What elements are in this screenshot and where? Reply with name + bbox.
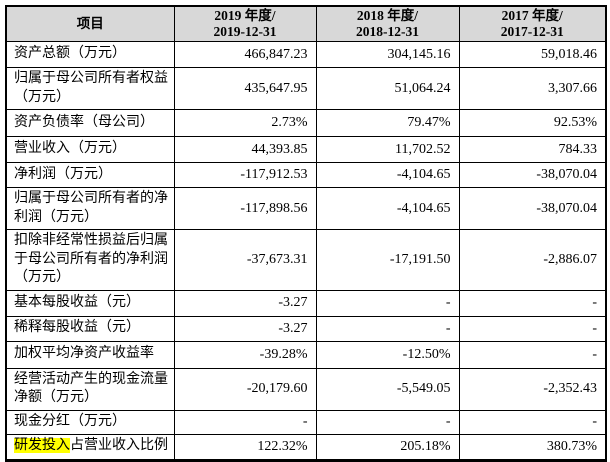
cell-value: - xyxy=(458,289,607,317)
row-label: 资产负债率（母公司） xyxy=(5,109,175,137)
header-period-2017-line2: 2017-12-31 xyxy=(500,24,564,39)
table-row: 基本每股收益（元） -3.27- - xyxy=(5,289,607,317)
header-period-2017: 2017 年度/ 2017-12-31 xyxy=(458,5,607,42)
cell-value: 466,847.23 xyxy=(173,41,317,68)
cell-value: -38,070.04 xyxy=(458,162,607,188)
label-text: 营业收入（万元） xyxy=(14,141,126,157)
label-text: 资产负债率（母公司） xyxy=(14,114,154,130)
cell-value: -117,912.53 xyxy=(173,162,317,188)
row-label: 归属于母公司所有者权益（万元） xyxy=(5,67,175,110)
cell-value: - xyxy=(173,409,317,435)
cell-value: -39.28% xyxy=(173,340,317,369)
header-period-2018: 2018 年度/ 2018-12-31 xyxy=(315,5,460,42)
highlighted-label-text: 研发投入 xyxy=(14,438,70,454)
label-text: 净利润（万元） xyxy=(14,166,112,182)
cell-value: -5,549.05 xyxy=(315,367,460,411)
cell-value: - xyxy=(458,315,607,342)
cell-value: 59,018.46 xyxy=(458,41,607,68)
cell-value: -4,104.65 xyxy=(315,162,460,188)
cell-value: 3,307.66 xyxy=(458,67,607,110)
cell-value: - xyxy=(315,289,460,317)
cell-value: 435,647.95 xyxy=(173,67,317,110)
cell-value: -38,070.04 xyxy=(458,187,607,230)
cell-value: -2,352.43 xyxy=(458,367,607,411)
label-text: 归属于母公司所有者的净利润（万元） xyxy=(14,191,168,225)
cell-value: 92.53% xyxy=(458,109,607,137)
row-label: 资产总额（万元） xyxy=(5,41,175,68)
cell-value: -37,673.31 xyxy=(173,229,317,291)
table-row: 扣除非经常性损益后归属于母公司所有者的净利润（万元） -37,673.31 -17,… xyxy=(5,229,607,291)
table-row: 加权平均净资产收益率 -39.28% -12.50% - xyxy=(5,340,607,369)
cell-value: 205.18% xyxy=(315,433,460,461)
label-text: 占营业收入比例 xyxy=(70,438,168,454)
cell-value: 784.33 xyxy=(458,136,607,163)
cell-value: - xyxy=(315,409,460,435)
cell-value: - xyxy=(315,315,460,342)
table-row: 经营活动产生的现金流量净额（万元） -20,179.60 -5,549.05 -2,3… xyxy=(5,367,607,411)
label-text: 扣除非经常性损益后归属于母公司所有者的净利润（万元） xyxy=(14,233,168,285)
row-label: 净利润（万元） xyxy=(5,162,175,188)
label-text: 归属于母公司所有者权益（万元） xyxy=(14,71,168,105)
header-period-2018-line2: 2018-12-31 xyxy=(356,24,419,39)
header-period-2018-line1: 2018 年度/ xyxy=(356,8,419,23)
cell-value: 11,702.52 xyxy=(315,136,460,163)
table-header-row: 项目 2019 年度/ 2019-12-31 2018 年度/ 2018-12-… xyxy=(5,5,607,42)
table-row: 营业收入（万元） 44,393.85 11,702.52 784.33 xyxy=(5,136,607,163)
label-text: 现金分红（万元） xyxy=(14,413,126,429)
row-label: 研发投入占营业收入比例 xyxy=(5,433,175,461)
cell-value: -2,886.07 xyxy=(458,229,607,291)
cell-value: 2.73% xyxy=(173,109,317,137)
label-text: 基本每股收益（元） xyxy=(14,294,140,310)
document-page: 项目 2019 年度/ 2019-12-31 2018 年度/ 2018-12-… xyxy=(5,5,607,462)
cell-value: -17,191.50 xyxy=(315,229,460,291)
table-row: 净利润（万元） -117,912.53 -4,104.65 -38,070.04 xyxy=(5,162,607,188)
cell-value: 51,064.24 xyxy=(315,67,460,110)
cell-value: -20,179.60 xyxy=(173,367,317,411)
cell-value: -12.50% xyxy=(315,340,460,369)
table-row: 稀释每股收益（元） -3.27- - xyxy=(5,315,607,342)
label-text: 稀释每股收益（元） xyxy=(14,320,140,336)
label-text: 加权平均净资产收益率 xyxy=(14,346,154,362)
cell-value: 380.73% xyxy=(458,433,607,461)
table-row: 资产负债率（母公司） 2.73% 79.47% 92.53% xyxy=(5,109,607,137)
cell-value: 79.47% xyxy=(315,109,460,137)
row-label: 现金分红（万元） xyxy=(5,409,175,435)
cell-value: 122.32% xyxy=(173,433,317,461)
row-label: 稀释每股收益（元） xyxy=(5,315,175,342)
row-label: 基本每股收益（元） xyxy=(5,289,175,317)
table-row: 归属于母公司所有者权益（万元） 435,647.95 51,064.24 3,307.… xyxy=(5,67,607,110)
row-label: 归属于母公司所有者的净利润（万元） xyxy=(5,187,175,230)
row-label: 营业收入（万元） xyxy=(5,136,175,163)
cell-value: - xyxy=(458,409,607,435)
table-row: 资产总额（万元） 466,847.23 304,145.16 59,018.46 xyxy=(5,41,607,68)
cell-value: 304,145.16 xyxy=(315,41,460,68)
header-period-2019-line1: 2019 年度/ xyxy=(214,8,276,23)
financial-summary-table: 项目 2019 年度/ 2019-12-31 2018 年度/ 2018-12-… xyxy=(5,5,607,462)
row-label: 经营活动产生的现金流量净额（万元） xyxy=(5,367,175,411)
header-period-2017-line1: 2017 年度/ xyxy=(501,8,563,23)
header-period-2019-line2: 2019-12-31 xyxy=(213,24,277,39)
cell-value: 44,393.85 xyxy=(173,136,317,163)
label-text: 资产总额（万元） xyxy=(14,46,126,62)
table-row: 归属于母公司所有者的净利润（万元） -117,898.56 -4,104.65 -38… xyxy=(5,187,607,230)
label-text: 经营活动产生的现金流量净额（万元） xyxy=(14,371,168,406)
cell-value: -3.27 xyxy=(173,289,317,317)
row-label: 加权平均净资产收益率 xyxy=(5,340,175,369)
cell-value: -3.27 xyxy=(173,315,317,342)
header-period-2019: 2019 年度/ 2019-12-31 xyxy=(173,5,317,42)
cell-value: -117,898.56 xyxy=(173,187,317,230)
header-item-column: 项目 xyxy=(5,5,175,42)
table-body: 资产总额（万元） 466,847.23 304,145.16 59,018.46 归属于… xyxy=(5,41,607,461)
cell-value: - xyxy=(458,340,607,369)
table-row: 研发投入占营业收入比例 122.32% 205.18% 380.73% xyxy=(5,433,607,461)
table-row: 现金分红（万元） - - - xyxy=(5,409,607,435)
cell-value: -4,104.65 xyxy=(315,187,460,230)
row-label: 扣除非经常性损益后归属于母公司所有者的净利润（万元） xyxy=(5,229,175,291)
